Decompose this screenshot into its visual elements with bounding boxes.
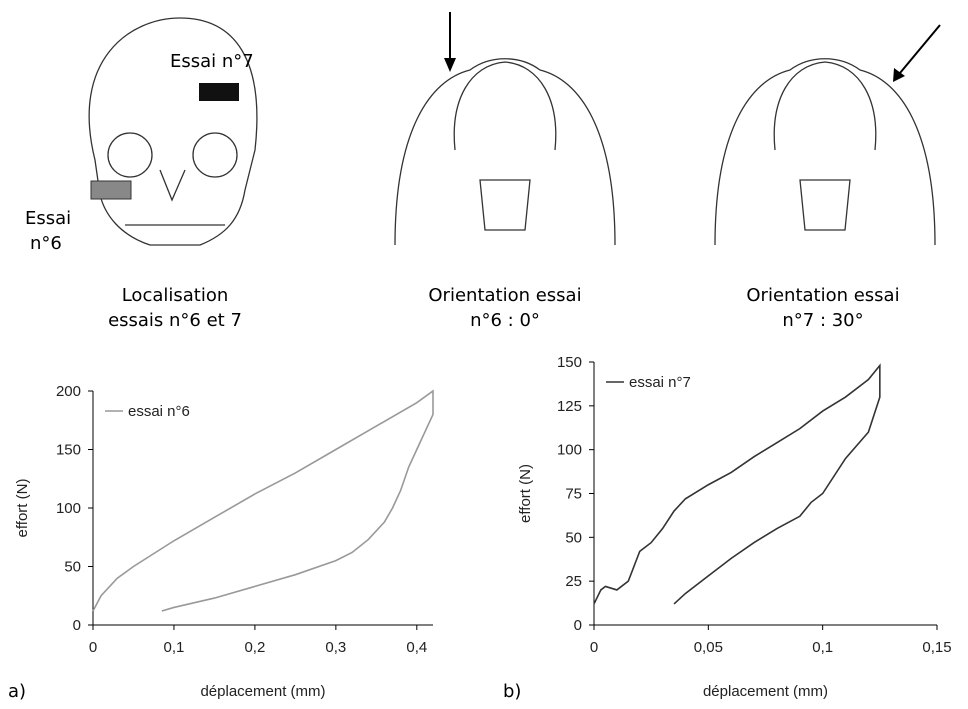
y-tick-label: 0	[574, 617, 582, 634]
y-tick-label: 75	[565, 486, 582, 503]
y-tick-label: 200	[56, 383, 81, 400]
y-tick-label: 0	[73, 617, 81, 634]
caption: Orientation essai	[428, 285, 581, 306]
x-tick-label: 0,2	[244, 639, 265, 656]
x-tick-label: 0,3	[325, 639, 346, 656]
line	[593, 363, 881, 605]
label: Essai n°7	[170, 51, 254, 72]
y-tick-label: 50	[64, 559, 81, 576]
panel-label: b)	[503, 681, 521, 702]
x-tick-label: 0,15	[922, 639, 951, 656]
panel-label: a)	[8, 681, 26, 702]
arrow	[893, 24, 941, 82]
label: Essai	[25, 208, 71, 229]
y-tick-label: 150	[557, 354, 582, 371]
y-tick-label: 100	[56, 500, 81, 517]
skull-base-1	[394, 58, 616, 246]
caption: Orientation essai	[746, 285, 899, 306]
caption: n°7 : 30°	[782, 310, 863, 331]
y-tick-label: 50	[565, 529, 582, 546]
y-tick-label: 25	[565, 573, 582, 590]
x-tick-label: 0,1	[164, 639, 185, 656]
legend-label: essai n°6	[128, 403, 190, 420]
essai7-marker	[199, 83, 239, 101]
caption: n°6 : 0°	[470, 310, 540, 331]
y-tick-label: 150	[56, 442, 81, 459]
x-axis-label: déplacement (mm)	[703, 683, 828, 700]
x-tick-label: 0,1	[812, 639, 833, 656]
label: n°6	[30, 233, 62, 254]
skull-base-2	[714, 58, 936, 246]
y-axis-label: effort (N)	[14, 479, 31, 538]
caption: Localisation	[122, 285, 229, 306]
x-axis-label: déplacement (mm)	[200, 683, 325, 700]
y-tick-label: 125	[557, 398, 582, 415]
line	[92, 389, 434, 612]
x-tick-label: 0,4	[406, 639, 427, 656]
y-tick-label: 100	[557, 442, 582, 459]
arrow	[444, 12, 456, 72]
essai6-marker	[90, 180, 132, 200]
caption: essais n°6 et 7	[108, 310, 242, 331]
x-tick-label: 0,05	[694, 639, 723, 656]
y-axis-label: effort (N)	[517, 464, 534, 523]
x-tick-label: 0	[89, 639, 97, 656]
legend-label: essai n°7	[629, 374, 691, 391]
skull-front	[88, 17, 258, 246]
x-tick-label: 0	[590, 639, 598, 656]
